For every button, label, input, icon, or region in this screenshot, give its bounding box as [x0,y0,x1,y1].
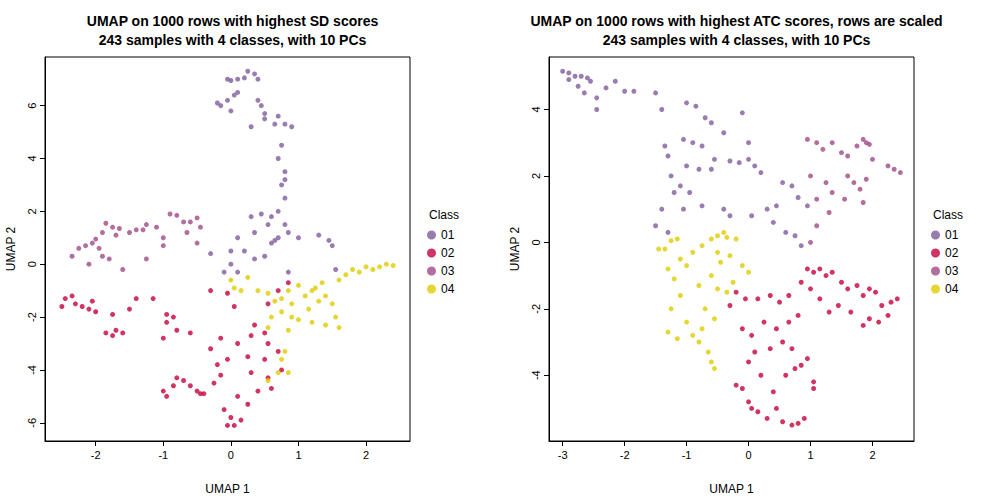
svg-text:04: 04 [945,282,959,296]
svg-text:Class: Class [933,208,963,222]
svg-text:0: 0 [228,449,234,461]
svg-text:UMAP on 1000 rows with highest: UMAP on 1000 rows with highest SD scores [87,13,379,29]
svg-text:0: 0 [26,261,38,267]
svg-text:-2: -2 [91,449,101,461]
svg-text:243 samples with 4 classes, wi: 243 samples with 4 classes, with 10 PCs [603,32,871,48]
svg-text:UMAP 1: UMAP 1 [709,482,754,496]
svg-text:-4: -4 [530,370,542,380]
svg-text:-1: -1 [158,449,168,461]
svg-text:01: 01 [441,228,455,242]
svg-text:UMAP 2: UMAP 2 [4,226,18,271]
svg-text:02: 02 [441,246,455,260]
svg-text:-3: -3 [558,449,568,461]
svg-text:0: 0 [530,239,542,245]
svg-text:-6: -6 [26,418,38,428]
svg-text:UMAP on 1000 rows with highest: UMAP on 1000 rows with highest ATC score… [530,13,942,29]
svg-text:03: 03 [945,264,959,278]
svg-text:243 samples with 4 classes, wi: 243 samples with 4 classes, with 10 PCs [99,32,367,48]
svg-text:-4: -4 [26,365,38,375]
svg-text:-1: -1 [682,449,692,461]
svg-text:-2: -2 [620,449,630,461]
svg-text:-2: -2 [530,304,542,314]
svg-text:2: 2 [530,173,542,179]
svg-text:6: 6 [26,103,38,109]
svg-text:-2: -2 [26,312,38,322]
svg-text:1: 1 [295,449,301,461]
svg-text:02: 02 [945,246,959,260]
svg-text:UMAP 1: UMAP 1 [205,482,250,496]
svg-text:01: 01 [945,228,959,242]
svg-text:04: 04 [441,282,455,296]
svg-text:UMAP 2: UMAP 2 [508,226,522,271]
svg-text:4: 4 [530,106,542,112]
svg-text:03: 03 [441,264,455,278]
svg-text:2: 2 [26,208,38,214]
svg-text:2: 2 [363,449,369,461]
svg-text:0: 0 [745,449,751,461]
svg-text:Class: Class [429,208,459,222]
svg-text:1: 1 [807,449,813,461]
svg-text:2: 2 [869,449,875,461]
svg-text:4: 4 [26,155,38,161]
